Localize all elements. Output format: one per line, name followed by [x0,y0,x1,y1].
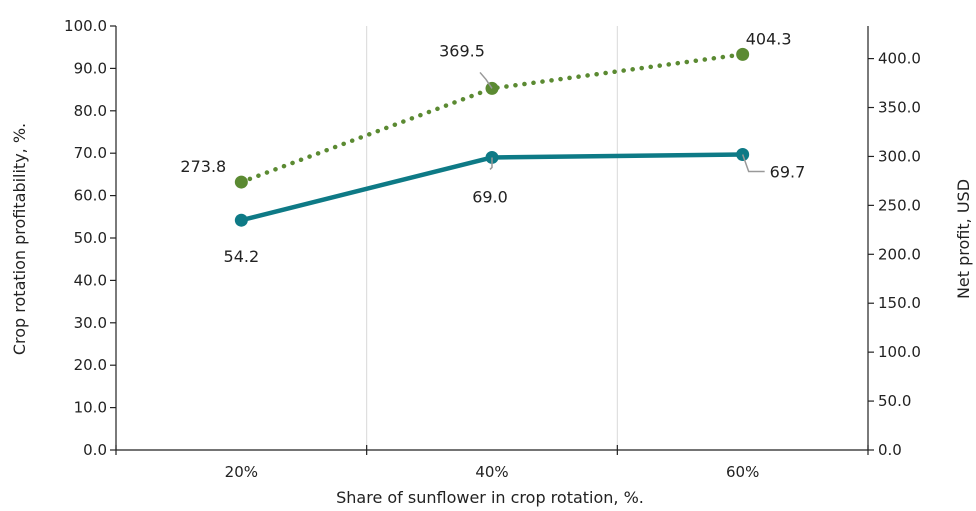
y-tick-label: 20.0 [74,356,107,374]
y-tick-label: 10.0 [74,399,107,417]
y-tick-label: 70.0 [74,144,107,162]
data-label: 69.0 [472,187,508,206]
data-point-0-0 [234,213,248,227]
y-tick-label: 30.0 [74,314,107,332]
data-point-1-0 [234,175,248,189]
y-axis-title: Crop rotation profitability, %. [10,123,29,355]
leader-line [489,157,493,170]
y2-tick-label: 400.0 [878,50,921,68]
y2-tick-label: 150.0 [878,294,921,312]
axes: 0.0 10.0 20.0 30.0 40.0 50.0 60.0 70.0 80.0 90.0 1… [64,17,921,481]
y2-axis-title: Net profit, USD [954,179,973,299]
y-tick-label: 90.0 [74,59,107,77]
y-tick-label: 60.0 [74,187,107,205]
y-tick-label: 50.0 [74,229,107,247]
y2-tick-label: 200.0 [878,245,921,263]
y-tick-label: 80.0 [74,102,107,120]
y2-tick-label: 50.0 [878,392,911,410]
data-labels: 54.2 69.0 69.7 273.8 369.5 404.3 [180,29,805,266]
y-tick-label: 0.0 [83,441,107,459]
y2-tick-label: 350.0 [878,99,921,117]
y2-tick-label: 250.0 [878,196,921,214]
data-label: 54.2 [224,247,260,266]
x-tick-label: 60% [726,463,759,481]
series-line-1 [239,52,745,185]
y2-tick-label: 300.0 [878,147,921,165]
data-point-1-2 [736,47,750,61]
data-label: 369.5 [439,41,485,60]
y-tick-label: 40.0 [74,271,107,289]
x-tick-label: 40% [475,463,508,481]
leader-line [479,71,493,89]
leader-line [741,154,765,173]
y-tick-label: 100.0 [64,17,107,35]
data-label: 69.7 [770,162,806,181]
x-axis-title: Share of sunflower in crop rotation, %. [336,488,644,507]
grid-lines [366,26,869,450]
data-label: 404.3 [746,29,792,48]
data-label: 273.8 [180,157,226,176]
x-tick-label: 20% [225,463,258,481]
y2-tick-label: 100.0 [878,343,921,361]
y2-tick-label: 0.0 [878,441,902,459]
